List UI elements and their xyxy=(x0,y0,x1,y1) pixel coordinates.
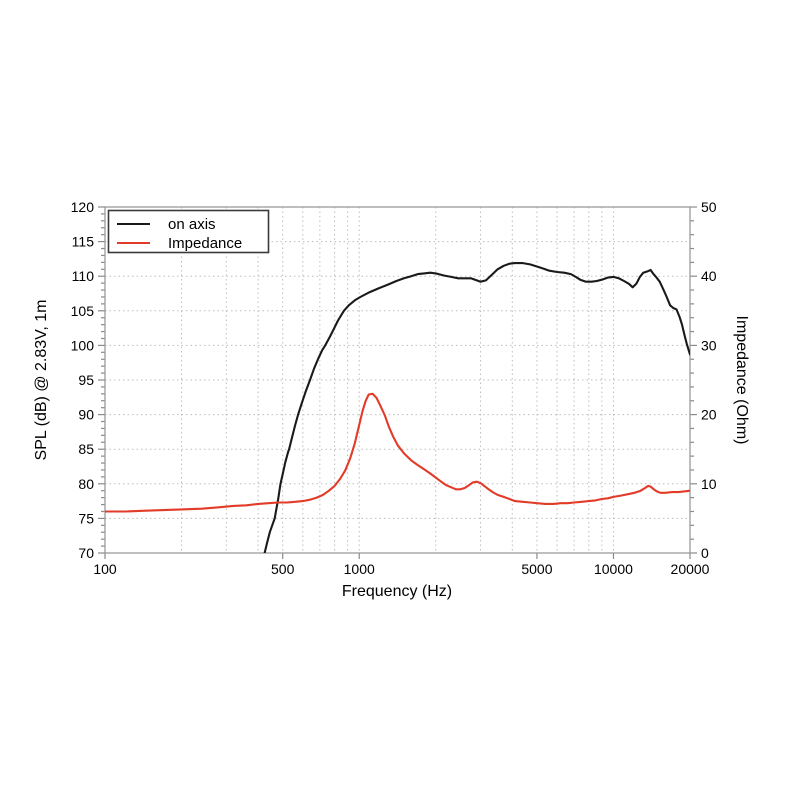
x-tick-label: 20000 xyxy=(671,561,710,577)
y-right-tick-label: 0 xyxy=(701,545,709,561)
y-right-tick-label: 30 xyxy=(701,337,717,353)
y-left-tick-label: 90 xyxy=(78,407,94,423)
y-left-tick-label: 80 xyxy=(78,476,94,492)
x-axis-title: Frequency (Hz) xyxy=(342,583,452,600)
axis-labels: Frequency (Hz) SPL (dB) @ 2.83V, 1m Impe… xyxy=(33,300,750,600)
y-left-axis-title: SPL (dB) @ 2.83V, 1m xyxy=(33,300,50,461)
axis-ticks: 100 500 1000 5000 10000 200007075808590951001… xyxy=(71,199,717,577)
x-tick-label: 500 xyxy=(271,561,295,577)
y-right-axis-title: Impedance (Ohm) xyxy=(733,316,750,445)
y-left-tick-label: 75 xyxy=(78,510,94,526)
x-tick-label: 10000 xyxy=(594,561,633,577)
on-axis-curve xyxy=(263,262,690,553)
y-left-tick-label: 70 xyxy=(78,545,94,561)
y-left-tick-label: 120 xyxy=(71,199,95,215)
gridlines xyxy=(105,207,690,553)
y-left-tick-label: 110 xyxy=(72,268,95,284)
x-tick-label: 5000 xyxy=(521,561,552,577)
plot-frame xyxy=(104,206,691,554)
y-left-tick-label: 100 xyxy=(71,337,95,353)
y-right-tick-label: 50 xyxy=(701,199,717,215)
y-right-tick-label: 40 xyxy=(701,268,717,284)
legend-label-on-axis: on axis xyxy=(168,216,216,233)
y-left-tick-label: 105 xyxy=(71,303,95,319)
y-right-tick-label: 20 xyxy=(701,407,717,423)
x-tick-label: 100 xyxy=(93,561,117,577)
y-left-tick-label: 95 xyxy=(78,372,94,388)
legend: on axis Impedance xyxy=(107,209,270,254)
y-right-tick-label: 10 xyxy=(701,476,717,492)
legend-box xyxy=(107,209,270,254)
x-tick-label: 1000 xyxy=(344,561,375,577)
y-left-tick-label: 85 xyxy=(78,441,94,457)
y-left-tick-label: 115 xyxy=(72,234,95,250)
legend-label-impedance: Impedance xyxy=(168,235,242,252)
impedance-curve xyxy=(105,392,690,513)
curves xyxy=(105,262,690,553)
